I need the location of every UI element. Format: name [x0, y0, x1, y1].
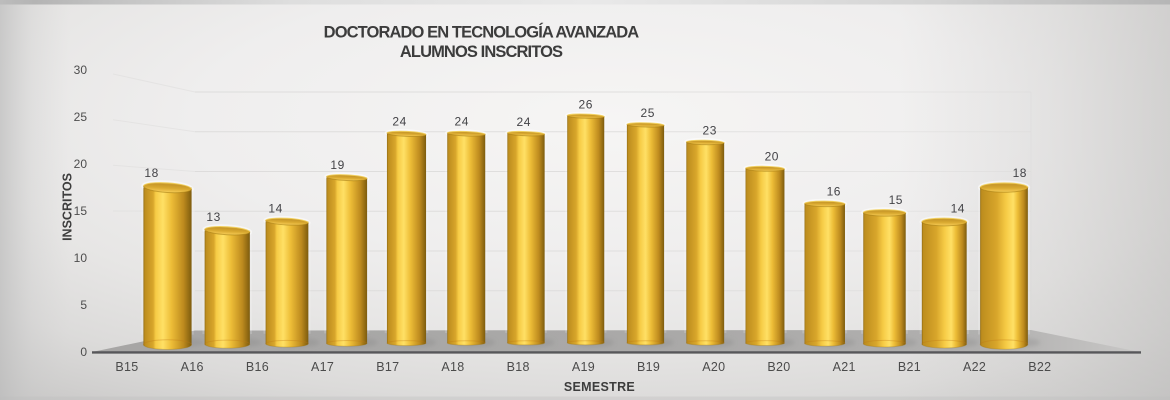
svg-text:30: 30 [74, 63, 88, 77]
svg-text:INSCRITOS: INSCRITOS [60, 173, 74, 241]
svg-text:25: 25 [74, 110, 88, 124]
svg-text:18: 18 [144, 166, 158, 180]
svg-text:20: 20 [765, 150, 779, 164]
svg-text:B16: B16 [246, 360, 269, 374]
svg-text:10: 10 [74, 251, 88, 265]
svg-text:20: 20 [74, 157, 88, 171]
svg-text:24: 24 [392, 115, 406, 129]
svg-text:B15: B15 [115, 360, 138, 374]
svg-text:0: 0 [80, 345, 87, 359]
svg-text:18: 18 [1013, 166, 1027, 180]
svg-text:16: 16 [827, 184, 841, 198]
svg-text:23: 23 [703, 123, 717, 137]
svg-text:SEMESTRE: SEMESTRE [564, 380, 635, 394]
svg-text:5: 5 [80, 298, 87, 312]
svg-text:B21: B21 [898, 360, 921, 374]
svg-text:DOCTORADO EN TECNOLOGÍA AVANZA: DOCTORADO EN TECNOLOGÍA AVANZADA [324, 23, 640, 42]
svg-text:ALUMNOS INSCRITOS: ALUMNOS INSCRITOS [400, 43, 563, 61]
svg-text:15: 15 [889, 193, 903, 207]
svg-text:B19: B19 [637, 360, 660, 374]
svg-text:A18: A18 [441, 360, 464, 374]
svg-text:A22: A22 [963, 360, 986, 374]
svg-text:A16: A16 [181, 360, 204, 374]
svg-text:B18: B18 [507, 360, 530, 374]
svg-text:24: 24 [517, 115, 531, 129]
svg-text:B17: B17 [376, 360, 399, 374]
svg-text:14: 14 [951, 201, 965, 215]
svg-text:A17: A17 [311, 360, 334, 374]
svg-text:A21: A21 [833, 360, 856, 374]
svg-text:14: 14 [268, 202, 282, 216]
svg-text:A20: A20 [702, 360, 725, 374]
svg-text:B22: B22 [1028, 360, 1051, 374]
svg-text:26: 26 [579, 97, 593, 111]
svg-text:24: 24 [455, 115, 469, 129]
svg-text:25: 25 [641, 106, 655, 120]
svg-text:19: 19 [330, 158, 344, 172]
svg-text:B20: B20 [767, 360, 790, 374]
svg-text:15: 15 [74, 204, 88, 218]
svg-text:A19: A19 [572, 360, 595, 374]
svg-text:13: 13 [206, 210, 220, 224]
